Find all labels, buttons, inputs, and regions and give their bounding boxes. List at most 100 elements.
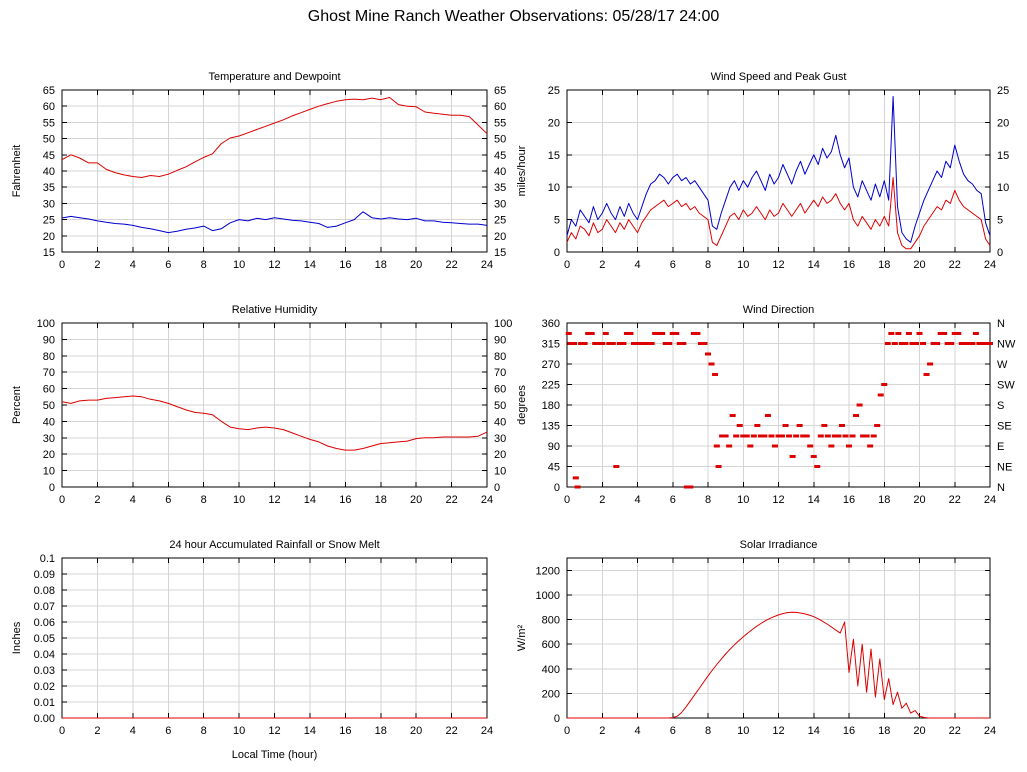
y-tick-label: 0 (554, 247, 560, 259)
series-solar (567, 611, 990, 719)
data-point (870, 434, 877, 438)
x-tick-label: 14 (808, 725, 820, 737)
series-wind-direction (565, 331, 993, 489)
x-tick-label: 2 (94, 494, 100, 506)
y-tick-label: 225 (542, 380, 560, 392)
y-tick-label-right: 20 (494, 449, 506, 461)
chart-title: Wind Direction (743, 304, 815, 316)
x-tick-label: 20 (410, 494, 422, 506)
x-tick-label: 22 (949, 725, 961, 737)
y-tick-label: 20 (43, 449, 55, 461)
x-tick-label: 14 (304, 725, 316, 737)
y-tick-label-right: 30 (494, 433, 506, 445)
y-axis-label: Fahrenheit (11, 145, 23, 198)
data-point (645, 342, 652, 345)
x-tick-label: 20 (913, 725, 925, 737)
y-tick-label-right: 50 (494, 134, 506, 146)
x-tick-label: 24 (984, 259, 996, 271)
y-tick-label: 60 (43, 101, 55, 113)
y-tick-label-right: SW (997, 380, 1015, 392)
data-point (616, 342, 623, 345)
x-tick-label: 18 (375, 259, 387, 271)
data-point (803, 434, 810, 438)
data-point (680, 342, 687, 345)
y-tick-label-right: 25 (997, 85, 1009, 97)
data-point (715, 465, 722, 468)
data-point (877, 393, 884, 397)
data-point (909, 342, 916, 345)
data-point (898, 342, 905, 345)
data-point (750, 434, 757, 438)
y-tick-label: 0.07 (34, 601, 55, 613)
x-tick-label: 24 (481, 725, 493, 737)
data-point (690, 331, 697, 335)
y-tick-label: 65 (43, 85, 55, 97)
data-point (846, 444, 852, 448)
x-tick-label: 24 (481, 494, 493, 506)
y-tick-label-right: 5 (997, 215, 1003, 227)
x-axis-label: Local Time (hour) (232, 749, 318, 761)
y-tick-label: 0.04 (34, 649, 55, 661)
data-point (835, 434, 842, 438)
data-point (572, 476, 579, 480)
y-tick-label-right: 55 (494, 117, 506, 129)
data-point (740, 434, 747, 438)
y-tick-label-right: 70 (494, 367, 506, 379)
y-tick-label-right: 15 (494, 247, 506, 259)
page-title: Ghost Mine Ranch Weather Observations: 0… (307, 8, 720, 25)
y-tick-label: 50 (43, 400, 55, 412)
data-point (666, 342, 673, 345)
data-point (927, 362, 934, 366)
x-tick-label: 12 (772, 725, 784, 737)
x-tick-label: 6 (670, 725, 676, 737)
x-tick-label: 10 (233, 725, 245, 737)
x-tick-label: 2 (94, 259, 100, 271)
x-tick-label: 16 (339, 259, 351, 271)
y-tick-label: 270 (542, 359, 560, 371)
y-tick-label-right: 35 (494, 182, 506, 194)
data-point (627, 331, 634, 335)
data-point (856, 403, 863, 407)
y-tick-label-right: N (997, 482, 1005, 494)
data-point (609, 342, 616, 345)
y-tick-label: 400 (542, 664, 560, 676)
y-tick-label-right: S (997, 400, 1004, 412)
axes (566, 557, 991, 719)
data-point (620, 342, 627, 345)
data-point (860, 434, 867, 438)
labels: 0 2 4 6 8 10 12 14 16 18 20 22 240459013518022527031… (516, 304, 1016, 506)
data-point (733, 434, 740, 438)
y-tick-label: 55 (43, 117, 55, 129)
data-point (958, 342, 965, 345)
y-tick-label: 5 (554, 215, 560, 227)
y-tick-label: 90 (548, 441, 560, 453)
y-tick-label-right: 25 (494, 215, 506, 227)
data-point (881, 383, 888, 386)
axes (566, 322, 991, 488)
y-tick-label: 800 (542, 615, 560, 627)
data-point (969, 342, 976, 345)
grid (566, 322, 991, 488)
data-point (736, 424, 743, 427)
chart-title: Wind Speed and Peak Gust (711, 71, 847, 83)
y-tick-label: 15 (548, 150, 560, 162)
data-point (951, 331, 958, 335)
y-tick-label: 0.09 (34, 569, 55, 581)
data-point (793, 434, 800, 438)
data-point (722, 434, 729, 438)
data-point (948, 342, 955, 345)
data-point (701, 342, 708, 345)
data-point (807, 444, 814, 448)
axes (61, 89, 488, 253)
x-tick-label: 0 (564, 725, 570, 737)
x-tick-label: 0 (59, 259, 65, 271)
x-tick-label: 10 (233, 494, 245, 506)
data-point (726, 444, 733, 448)
y-tick-label: 45 (548, 462, 560, 474)
data-point (902, 342, 909, 345)
y-tick-label-right: 80 (494, 351, 506, 363)
x-tick-label: 12 (268, 494, 280, 506)
data-point (944, 342, 951, 345)
y-tick-label: 315 (542, 339, 560, 351)
